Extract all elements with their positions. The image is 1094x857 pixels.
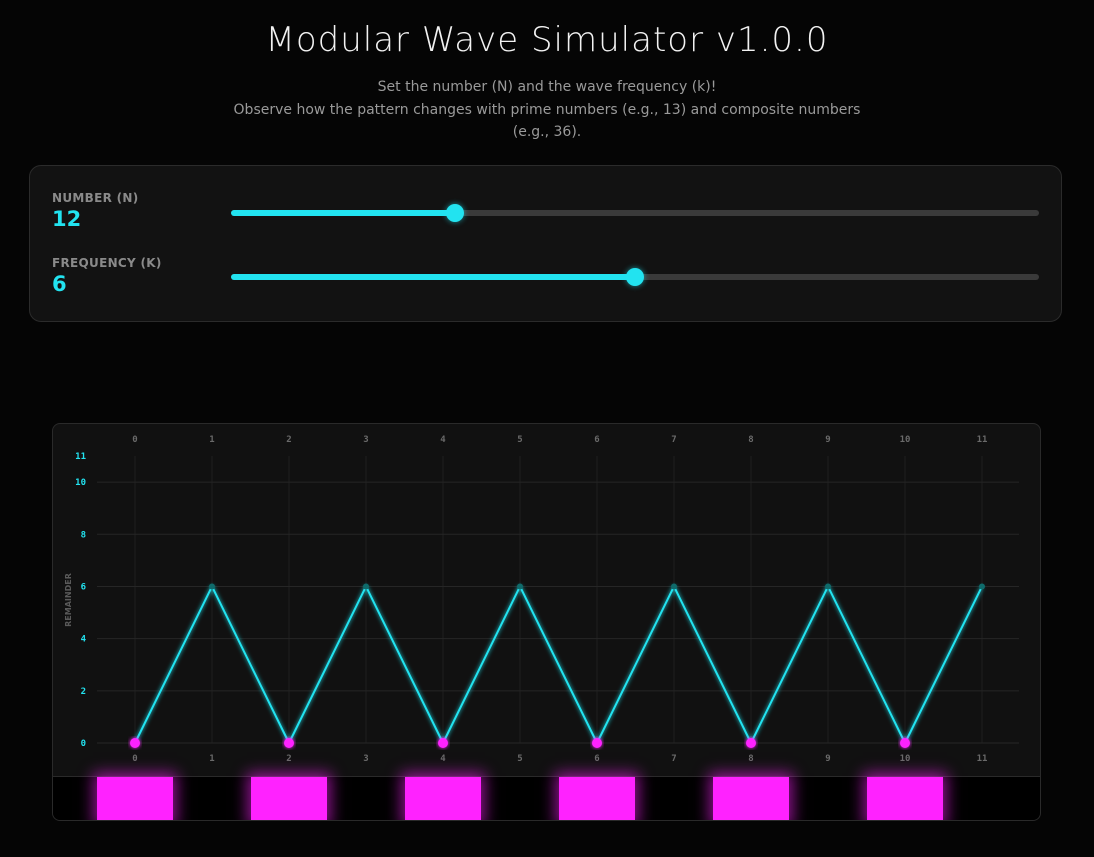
zero-block <box>867 777 943 820</box>
x-tick-label-bottom: 2 <box>286 754 291 764</box>
x-tick-label-top: 3 <box>363 435 368 445</box>
data-point <box>209 583 215 590</box>
x-tick-label-top: 0 <box>132 435 137 445</box>
data-point <box>363 583 369 590</box>
zero-point <box>438 738 448 748</box>
subtitle-line-1: Set the number (N) and the wave frequenc… <box>377 79 717 95</box>
zero-point <box>746 738 756 748</box>
x-tick-label-top: 8 <box>748 435 753 445</box>
x-tick-label-bottom: 6 <box>594 754 599 764</box>
x-tick-label-bottom: 4 <box>440 754 446 764</box>
zero-point <box>130 738 140 748</box>
y-tick-label: 10 <box>75 478 86 488</box>
controls-panel: NUMBER (N) 12 FREQUENCY (K) 6 <box>29 165 1062 322</box>
zero-block <box>251 777 327 820</box>
data-point <box>825 583 831 590</box>
page-title: Modular Wave Simulator v1.0.0 <box>265 20 829 60</box>
data-point <box>979 583 985 590</box>
x-tick-label-bottom: 11 <box>977 754 988 764</box>
frequency-slider[interactable] <box>231 268 1039 286</box>
x-tick-label-top: 1 <box>209 435 214 445</box>
y-tick-label: 2 <box>81 687 86 697</box>
x-tick-label-bottom: 5 <box>517 754 522 764</box>
frequency-label: FREQUENCY (K) <box>52 256 162 270</box>
x-tick-label-bottom: 8 <box>748 754 753 764</box>
y-tick-label: 8 <box>81 530 86 540</box>
zero-block <box>713 777 789 820</box>
zero-point <box>900 738 910 748</box>
x-tick-label-bottom: 0 <box>132 754 137 764</box>
x-tick-label-bottom: 3 <box>363 754 368 764</box>
frequency-value: 6 <box>52 272 67 296</box>
data-point <box>517 583 523 590</box>
y-axis-label: REMAINDER <box>64 573 73 627</box>
zero-point <box>592 738 602 748</box>
number-label: NUMBER (N) <box>52 191 139 205</box>
x-tick-label-top: 10 <box>900 435 911 445</box>
zero-block <box>559 777 635 820</box>
y-tick-label: 11 <box>75 452 86 462</box>
number-value: 12 <box>52 207 82 231</box>
x-tick-label-top: 2 <box>286 435 291 445</box>
x-tick-label-top: 11 <box>977 435 988 445</box>
frequency-slider-thumb[interactable] <box>626 268 644 286</box>
x-tick-label-top: 6 <box>594 435 599 445</box>
data-point <box>671 583 677 590</box>
x-tick-label-top: 9 <box>825 435 830 445</box>
wave-chart: 0 2 4 6 8 10 11 0 0 1 1 2 2 3 3 4 4 5 5 6 6 7 7 8 8 9 9 10 10 11 11 REM… <box>52 423 1041 821</box>
x-tick-label-bottom: 1 <box>209 754 214 764</box>
frequency-slider-fill <box>231 274 635 280</box>
x-tick-label-top: 5 <box>517 435 522 445</box>
y-tick-label: 6 <box>81 582 86 592</box>
y-tick-label: 4 <box>81 635 87 645</box>
zero-block <box>405 777 481 820</box>
zero-indicator-strip <box>53 776 1040 820</box>
number-slider-fill <box>231 210 455 216</box>
x-tick-label-top: 4 <box>440 435 446 445</box>
x-tick-label-bottom: 7 <box>671 754 676 764</box>
zero-block <box>97 777 173 820</box>
wave-line <box>134 585 983 744</box>
x-tick-label-bottom: 9 <box>825 754 830 764</box>
subtitle-line-2: Observe how the pattern changes with pri… <box>233 101 861 141</box>
x-tick-label-bottom: 10 <box>900 754 911 764</box>
number-slider[interactable] <box>231 204 1039 222</box>
zero-point <box>284 738 294 748</box>
wave-chart-svg: 0246810110011223344556677889910101111REM… <box>64 435 1019 764</box>
number-slider-thumb[interactable] <box>445 204 464 222</box>
y-tick-label: 0 <box>81 739 86 749</box>
x-tick-label-top: 7 <box>671 435 676 445</box>
page-subtitle: Set the number (N) and the wave frequenc… <box>225 76 869 144</box>
